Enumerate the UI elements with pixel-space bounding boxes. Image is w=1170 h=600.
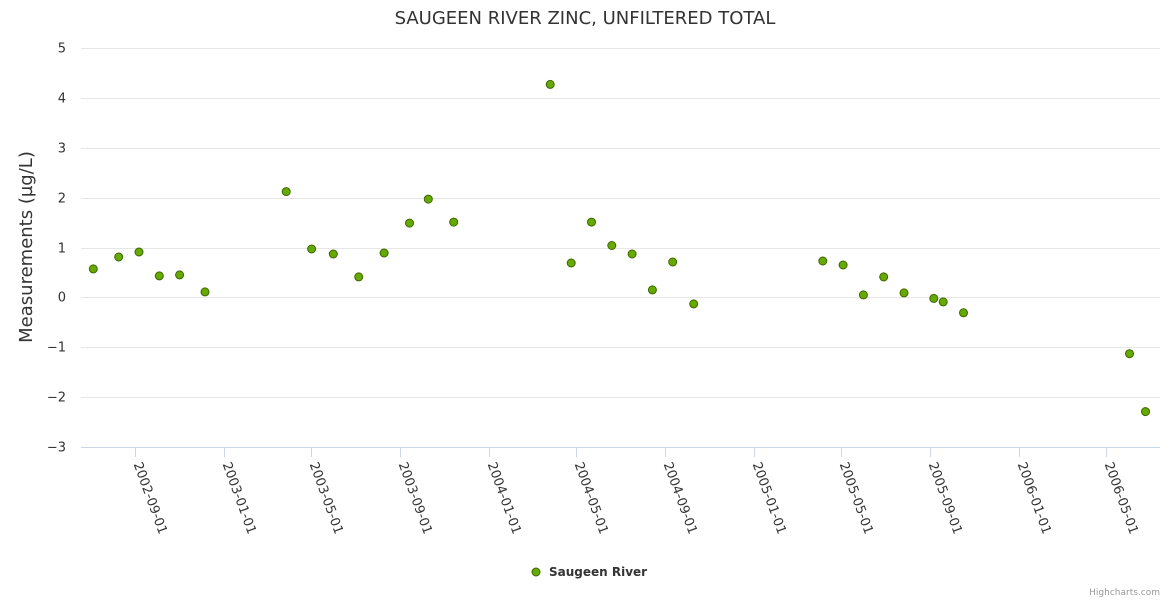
data-point[interactable] (689, 299, 699, 309)
series-saugeen-river[interactable] (88, 79, 1150, 417)
data-point[interactable] (307, 244, 317, 254)
y-tick-label: −1 (47, 341, 66, 356)
credits-link[interactable]: Highcharts.com (1089, 588, 1160, 598)
y-tick-label: 4 (58, 92, 66, 107)
x-tick-label: 2005-09-01 (925, 460, 965, 536)
x-axis-ticks: 2002-09-01 2003-01-01 2003-05-01 2003-09-01… (130, 447, 1141, 536)
x-tick-label: 2004-05-01 (571, 460, 611, 536)
data-point[interactable] (838, 260, 848, 270)
x-tick-label: 2004-01-01 (484, 460, 524, 536)
x-tick-label: 2006-01-01 (1014, 460, 1054, 536)
y-tick-label: 5 (58, 42, 66, 57)
data-point[interactable] (627, 249, 637, 259)
x-tick-label: 2003-01-01 (219, 460, 259, 536)
data-point[interactable] (379, 248, 389, 258)
data-point[interactable] (566, 258, 576, 268)
x-tick-label: 2003-05-01 (306, 460, 346, 536)
y-axis-label: Measurements (µg/L) (16, 151, 37, 343)
data-point[interactable] (587, 217, 596, 227)
data-point[interactable] (328, 249, 338, 259)
legend-marker-icon[interactable] (531, 567, 541, 577)
x-tick-label: 2005-01-01 (749, 460, 789, 536)
data-point[interactable] (88, 264, 98, 274)
data-point[interactable] (281, 187, 291, 197)
y-tick-label: −2 (47, 391, 66, 406)
data-point[interactable] (405, 218, 414, 228)
legend[interactable]: Saugeen River (531, 565, 647, 579)
data-point[interactable] (818, 256, 828, 266)
y-tick-label: 1 (58, 242, 66, 257)
gridlines (81, 48, 1160, 398)
data-point[interactable] (354, 272, 364, 282)
data-point[interactable] (175, 270, 185, 280)
data-point[interactable] (1125, 349, 1134, 359)
data-point[interactable] (959, 308, 968, 318)
data-point[interactable] (134, 247, 144, 257)
data-point[interactable] (1141, 407, 1150, 417)
x-tick-label: 2004-09-01 (660, 460, 700, 536)
y-axis-ticks: 5 4 3 2 1 0 −1 −2 −3 (47, 42, 66, 456)
data-point[interactable] (607, 241, 617, 250)
y-tick-label: −3 (47, 441, 66, 456)
data-point[interactable] (154, 271, 164, 281)
y-tick-label: 2 (58, 192, 66, 207)
x-tick-label: 2003-09-01 (395, 460, 435, 536)
data-point[interactable] (545, 79, 555, 89)
data-point[interactable] (938, 297, 948, 307)
data-point[interactable] (647, 285, 657, 295)
data-point[interactable] (114, 252, 124, 262)
y-tick-label: 3 (58, 142, 66, 157)
legend-item-saugeen-river[interactable]: Saugeen River (549, 565, 647, 579)
chart-title: SAUGEEN RIVER ZINC, UNFILTERED TOTAL (395, 8, 776, 29)
x-tick-label: 2006-05-01 (1101, 460, 1141, 536)
data-point[interactable] (858, 290, 868, 300)
data-point[interactable] (668, 257, 678, 267)
data-point[interactable] (929, 293, 939, 303)
data-point[interactable] (899, 288, 909, 298)
y-tick-label: 0 (58, 291, 66, 306)
data-point[interactable] (200, 287, 210, 297)
data-point[interactable] (879, 272, 889, 282)
data-point[interactable] (423, 194, 433, 204)
x-tick-label: 2005-05-01 (836, 460, 876, 536)
x-tick-label: 2002-09-01 (130, 460, 170, 536)
data-point[interactable] (449, 217, 459, 227)
